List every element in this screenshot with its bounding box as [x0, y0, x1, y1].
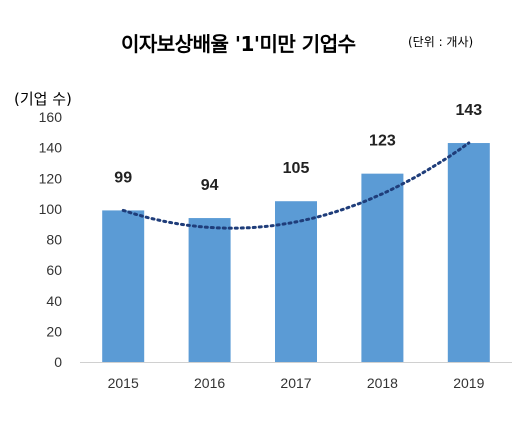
x-tick-label: 2017: [280, 375, 311, 391]
data-label: 123: [369, 133, 396, 150]
data-label: 143: [455, 102, 482, 119]
data-label: 99: [114, 169, 132, 186]
unit-note: (단위 : 개사): [408, 35, 474, 49]
chart-title: 이자보상배율 '1'미만 기업수: [121, 32, 356, 56]
y-tick-label: 80: [46, 232, 62, 248]
bar: [275, 201, 317, 362]
y-tick-label: 60: [46, 262, 62, 278]
y-tick-label: 100: [39, 201, 63, 217]
data-label: 94: [201, 177, 219, 194]
bar: [102, 210, 145, 362]
bar: [361, 173, 404, 362]
y-axis-label: (기업 수): [14, 90, 72, 108]
y-tick-label: 20: [46, 323, 62, 339]
x-tick-label: 2018: [367, 375, 398, 391]
x-tick-label: 2015: [108, 375, 139, 391]
y-tick-label: 120: [39, 170, 63, 186]
y-tick-label: 140: [39, 140, 63, 156]
y-tick-label: 40: [46, 293, 62, 309]
data-label: 105: [283, 160, 310, 177]
x-tick-label: 2016: [194, 375, 225, 391]
bar: [447, 143, 490, 362]
y-tick-label: 0: [54, 354, 62, 370]
y-tick-label: 160: [39, 109, 63, 125]
x-tick-label: 2019: [453, 375, 484, 391]
chart-title-row: 이자보상배율 '1'미만 기업수 (단위 : 개사): [0, 28, 528, 58]
trend-line: [121, 141, 471, 230]
bar: [188, 218, 231, 362]
